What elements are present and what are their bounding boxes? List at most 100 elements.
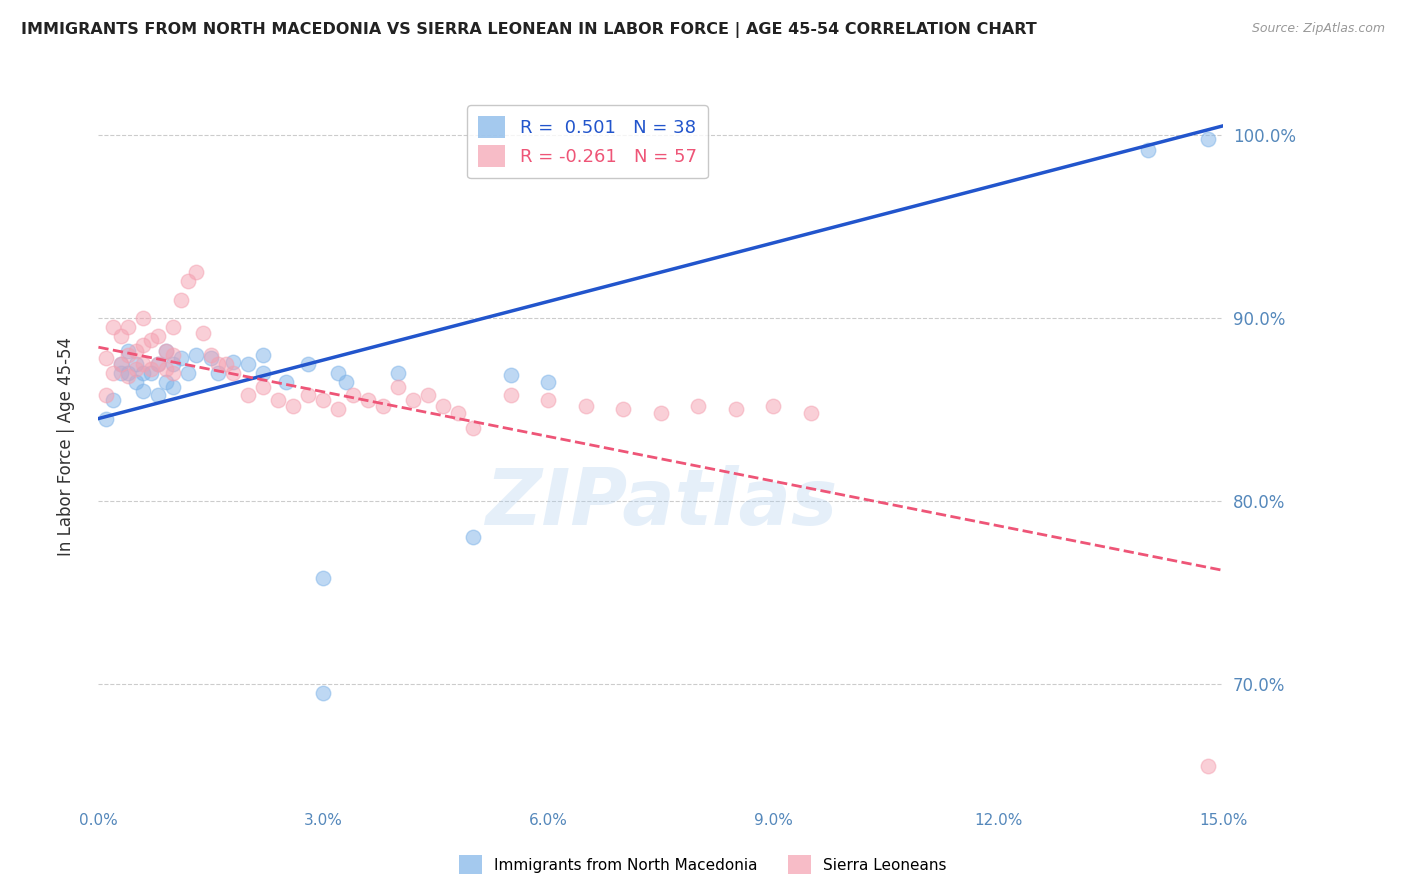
Point [148, 329, 170, 343]
Point [688, 399, 710, 413]
Point [200, 351, 222, 366]
Point [283, 399, 305, 413]
Point [162, 357, 184, 371]
Point [537, 375, 560, 389]
Point [267, 393, 290, 408]
Point [387, 380, 409, 394]
Point [215, 357, 238, 371]
Point [132, 366, 155, 380]
Point [103, 366, 125, 380]
Point [155, 343, 177, 358]
Point [207, 366, 229, 380]
Point [94, 388, 117, 402]
Point [238, 388, 260, 402]
Point [252, 347, 274, 361]
Point [312, 393, 335, 408]
Point [117, 369, 139, 384]
Point [162, 366, 184, 380]
Point [155, 362, 177, 376]
Point [170, 351, 193, 366]
Point [200, 347, 222, 361]
Point [207, 357, 229, 371]
Point [170, 293, 193, 307]
Legend: Immigrants from North Macedonia, Sierra Leoneans: Immigrants from North Macedonia, Sierra … [453, 849, 953, 880]
Point [1197, 759, 1219, 773]
Point [724, 402, 747, 417]
Point [162, 347, 184, 361]
Point [575, 399, 598, 413]
Point [328, 402, 350, 417]
Point [252, 366, 274, 380]
Point [184, 265, 207, 279]
Point [148, 357, 170, 371]
Point [650, 406, 672, 420]
Text: ZIPatlas: ZIPatlas [485, 465, 837, 541]
Point [1137, 143, 1160, 157]
Point [155, 375, 177, 389]
Point [297, 357, 319, 371]
Point [110, 329, 132, 343]
Point [800, 406, 823, 420]
Text: Source: ZipAtlas.com: Source: ZipAtlas.com [1251, 22, 1385, 36]
Text: IMMIGRANTS FROM NORTH MACEDONIA VS SIERRA LEONEAN IN LABOR FORCE | AGE 45-54 COR: IMMIGRANTS FROM NORTH MACEDONIA VS SIERR… [21, 22, 1036, 38]
Point [125, 375, 148, 389]
Point [162, 380, 184, 394]
Point [117, 347, 139, 361]
Point [117, 366, 139, 380]
Point [373, 399, 395, 413]
Point [132, 310, 155, 325]
Point [125, 357, 148, 371]
Point [110, 366, 132, 380]
Point [103, 393, 125, 408]
Point [117, 343, 139, 358]
Point [103, 320, 125, 334]
Point [94, 411, 117, 425]
Point [139, 366, 162, 380]
Point [193, 326, 215, 340]
Point [387, 366, 409, 380]
Point [328, 366, 350, 380]
Point [222, 355, 245, 369]
Point [432, 399, 454, 413]
Point [184, 347, 207, 361]
Point [499, 368, 522, 382]
Point [110, 357, 132, 371]
Point [177, 274, 200, 288]
Point [274, 375, 297, 389]
Point [132, 384, 155, 398]
Point [762, 399, 785, 413]
Point [499, 388, 522, 402]
Point [132, 338, 155, 352]
Point [357, 393, 380, 408]
Point [139, 362, 162, 376]
Point [222, 366, 245, 380]
Point [117, 320, 139, 334]
Point [125, 343, 148, 358]
Legend: R =  0.501   N = 38, R = -0.261   N = 57: R = 0.501 N = 38, R = -0.261 N = 57 [467, 105, 707, 178]
Y-axis label: In Labor Force | Age 45-54: In Labor Force | Age 45-54 [56, 336, 75, 556]
Point [297, 388, 319, 402]
Point [342, 388, 364, 402]
Point [402, 393, 425, 408]
Point [418, 388, 440, 402]
Point [139, 333, 162, 347]
Point [335, 375, 357, 389]
Point [155, 343, 177, 358]
Point [612, 402, 634, 417]
Point [238, 357, 260, 371]
Point [148, 388, 170, 402]
Point [132, 357, 155, 371]
Point [537, 393, 560, 408]
Point [148, 357, 170, 371]
Point [110, 357, 132, 371]
Point [312, 686, 335, 700]
Point [463, 531, 485, 545]
Point [312, 571, 335, 585]
Point [1197, 131, 1219, 145]
Point [447, 406, 470, 420]
Point [94, 351, 117, 366]
Point [252, 380, 274, 394]
Point [463, 420, 485, 434]
Point [125, 362, 148, 376]
Point [162, 320, 184, 334]
